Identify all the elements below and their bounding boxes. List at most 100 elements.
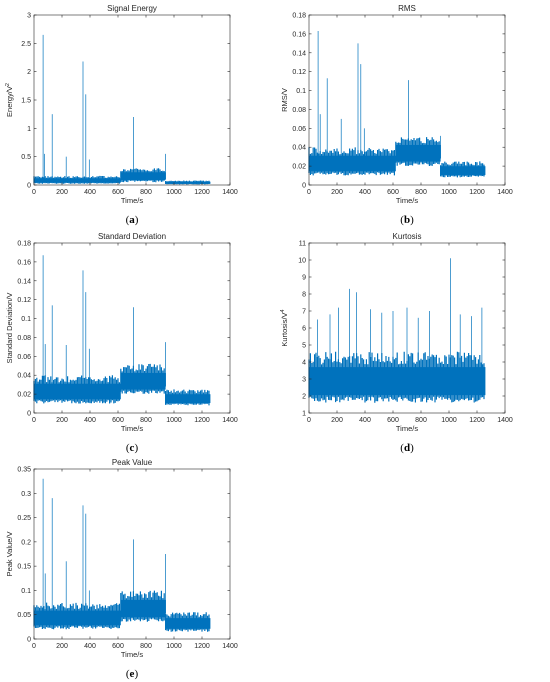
y-tick-label: 9 [302, 275, 306, 282]
signal-band-core [34, 383, 121, 400]
x-tick-label: 600 [387, 417, 399, 424]
y-tick-label: 0.15 [17, 564, 31, 571]
y-tick-label: 0.06 [292, 126, 306, 133]
x-tick-label: 600 [112, 189, 124, 196]
x-tick-label: 1200 [194, 189, 210, 196]
x-tick-label: 400 [359, 189, 371, 196]
signal-band-core [395, 144, 441, 162]
x-tick-label: 600 [387, 189, 399, 196]
x-tick-label: 600 [112, 643, 124, 650]
signal-band-core [120, 172, 166, 181]
x-tick-label: 0 [307, 189, 311, 196]
subfigure-caption: (b) [400, 214, 414, 226]
x-tick-label: 1000 [441, 417, 457, 424]
y-tick-label: 11 [299, 241, 306, 248]
x-tick-label: 1400 [222, 417, 238, 424]
y-tick-label: 6 [302, 326, 306, 333]
y-tick-label: 0 [27, 411, 31, 418]
x-tick-label: 200 [331, 417, 343, 424]
signal-band-core [165, 394, 211, 404]
signal-band-core [309, 367, 486, 396]
chart-title: Signal Energy [107, 4, 157, 13]
subfigure-caption: (c) [126, 442, 139, 454]
y-axis-label-sup: 4 [280, 309, 286, 312]
y-tick-label: 0.18 [292, 13, 306, 20]
y-tick-label: 2 [27, 69, 31, 76]
y-tick-label: 0.04 [17, 373, 31, 380]
y-tick-label: 0.2 [21, 539, 31, 546]
x-axis-label: Time/s [121, 196, 143, 205]
axes-box [33, 468, 231, 640]
chart-standard-deviation: Standard Deviation 0 200 400 600 800 1000 1200 1… [5, 232, 238, 454]
y-axis-label-base: Standard Deviation/V [5, 293, 14, 364]
y-axis-label-base: Energy/V [5, 86, 14, 117]
y-tick-label: 1.5 [21, 98, 31, 105]
y-tick-label: 2 [302, 394, 306, 401]
y-tick-label: 0.12 [292, 69, 306, 76]
y-tick-label: 0.16 [17, 259, 31, 266]
x-tick-label: 1000 [441, 189, 457, 196]
x-tick-label: 200 [56, 189, 68, 196]
x-axis-label: Time/s [121, 650, 143, 659]
y-axis-label: Energy/V2 [5, 83, 14, 117]
y-tick-label: 0.05 [17, 612, 31, 619]
subfigure-caption: (a) [126, 214, 139, 226]
axes-box [33, 14, 231, 186]
subfigure-letter: e [130, 668, 135, 680]
x-tick-label: 1400 [497, 189, 513, 196]
y-tick-label: 0.25 [17, 515, 31, 522]
y-tick-label: 0.5 [21, 154, 31, 161]
x-axis-label: Time/s [396, 424, 418, 433]
subfigure-caption: (e) [126, 668, 139, 680]
x-tick-label: 1000 [166, 189, 182, 196]
x-tick-label: 400 [359, 417, 371, 424]
y-tick-label: 0.08 [292, 107, 306, 114]
y-tick-label: 0 [27, 183, 31, 190]
y-tick-label: 0.1 [21, 316, 31, 323]
signal-band-core [120, 372, 166, 390]
x-tick-label: 1000 [166, 643, 182, 650]
x-tick-label: 0 [32, 417, 36, 424]
x-tick-label: 0 [32, 189, 36, 196]
y-tick-label: 0.14 [17, 278, 31, 285]
x-tick-label: 1200 [469, 189, 485, 196]
y-tick-label: 0.3 [21, 491, 31, 498]
y-axis-label-base: Kurtosis/V [280, 312, 289, 346]
y-tick-label: 0 [27, 637, 31, 644]
chart-title: Kurtosis [393, 232, 422, 241]
y-tick-label: 1 [302, 411, 306, 418]
y-tick-label: 0.1 [296, 88, 306, 95]
y-axis-label: Standard Deviation/V [5, 293, 14, 364]
x-tick-label: 0 [307, 417, 311, 424]
x-tick-label: 800 [415, 417, 427, 424]
x-tick-label: 400 [84, 189, 96, 196]
x-tick-label: 400 [84, 417, 96, 424]
axes-box [308, 14, 506, 186]
x-tick-label: 400 [84, 643, 96, 650]
y-tick-label: 7 [302, 309, 306, 316]
subfigure-letter: d [404, 442, 410, 454]
signal-band-core [34, 610, 121, 626]
y-tick-label: 4 [302, 360, 306, 367]
x-tick-label: 800 [140, 417, 152, 424]
y-tick-label: 3 [302, 377, 306, 384]
chart-peak-value: Peak Value 0 200 400 600 800 1000 1200 1400 0 0.05… [5, 458, 238, 680]
y-tick-label: 0.18 [17, 241, 31, 248]
y-tick-label: 0 [302, 183, 306, 190]
chart-signal-energy: Signal Energy 0 200 400 600 800 1000 1200 1400 0 0… [5, 4, 238, 226]
y-tick-label: 5 [302, 343, 306, 350]
chart-kurtosis: Kurtosis 0 200 400 600 800 1000 1200 1400 1 2 3 4 5 6 7… [280, 232, 513, 454]
subfigure-letter: c [130, 442, 135, 454]
y-axis-label-sup: 2 [5, 83, 11, 86]
x-tick-label: 800 [140, 189, 152, 196]
subfigure-letter: b [404, 214, 410, 226]
y-axis-label-base: Peak Value/V [5, 532, 14, 577]
x-axis-label: Time/s [396, 196, 418, 205]
y-tick-label: 0.02 [292, 164, 306, 171]
subfigure-letter: a [129, 214, 135, 226]
y-tick-label: 0.14 [292, 50, 306, 57]
chart-title: Standard Deviation [98, 232, 166, 241]
x-tick-label: 800 [415, 189, 427, 196]
y-tick-label: 0.04 [292, 145, 306, 152]
y-tick-label: 0.35 [17, 467, 31, 474]
